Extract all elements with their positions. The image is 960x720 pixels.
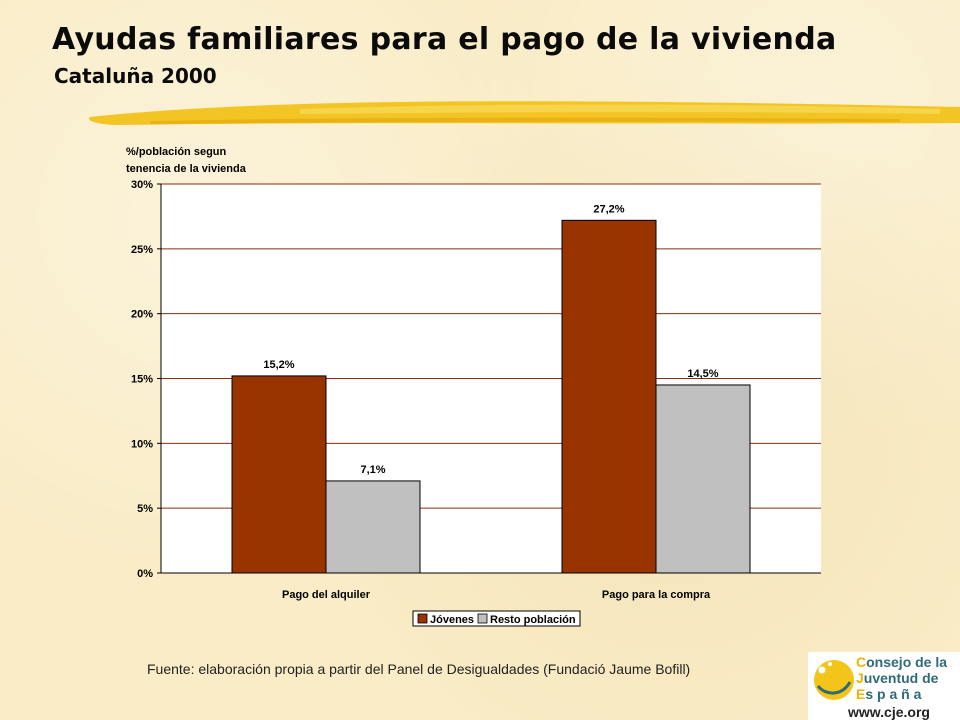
bar-resto	[325, 480, 421, 574]
category-label: Pago para la compra	[602, 589, 711, 601]
data-label: 27,2%	[593, 203, 624, 215]
y-tick-label: 20%	[131, 309, 153, 321]
legend-box	[412, 610, 581, 627]
y-axis-ticks: 0% 5% 10% 15% 20% 25% 30%	[131, 179, 161, 580]
page-title: Ayudas familiares para el pago de la viv…	[52, 22, 837, 57]
y-axis-title-line-2: tenencia de la vivienda	[126, 163, 247, 175]
y-tick-label: 10%	[131, 438, 153, 450]
data-labels: 15,2% 7,1% 27,2% 14,5%	[263, 203, 718, 476]
legend: Jóvenes Resto población	[412, 610, 581, 627]
legend-swatch-jovenes	[417, 613, 428, 624]
y-tick-label: 25%	[131, 244, 153, 256]
data-label: 15,2%	[263, 359, 294, 371]
y-tick-label: 15%	[131, 374, 153, 386]
logo-line-1: Consejo de la	[856, 654, 947, 670]
legend-label-jovenes: Jóvenes	[430, 614, 474, 626]
bars	[231, 219, 751, 574]
data-label: 14,5%	[687, 368, 718, 380]
bar-resto	[655, 384, 751, 574]
y-axis-title-line-1: %/población segun	[126, 146, 227, 158]
category-labels: Pago del alquiler Pago para la compra	[282, 589, 711, 601]
legend-swatch-resto	[477, 613, 488, 624]
y-tick-label: 30%	[131, 179, 153, 191]
logo-line-2: Juventud de	[856, 670, 939, 686]
bar-jovenes	[231, 375, 327, 574]
y-tick-label: 5%	[137, 503, 153, 515]
category-label: Pago del alquiler	[282, 589, 371, 601]
data-label: 7,1%	[360, 464, 385, 476]
bar-jovenes	[561, 219, 657, 574]
logo-line-3: Es p a ñ a	[856, 686, 922, 702]
page-subtitle: Cataluña 2000	[54, 64, 217, 88]
brush-stroke-decoration	[89, 101, 960, 125]
source-note: Fuente: elaboración propia a partir del …	[147, 661, 691, 677]
cje-logo: Consejo de la Juventud de Es p a ñ a www…	[808, 652, 960, 720]
y-tick-label: 0%	[137, 568, 153, 580]
legend-label-resto: Resto población	[490, 614, 576, 626]
logo-url: www.cje.org	[847, 704, 930, 720]
